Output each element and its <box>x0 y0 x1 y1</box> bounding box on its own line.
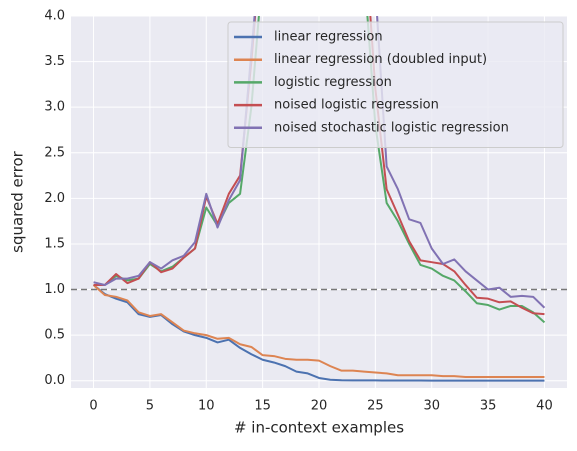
legend-label: linear regression <box>274 30 383 45</box>
legend-label: noised logistic regression <box>274 98 439 113</box>
y-tick-label: 3.5 <box>44 54 65 69</box>
legend: linear regression linear regression (doub… <box>227 21 564 148</box>
x-tick-label: 40 <box>536 399 553 414</box>
y-tick-label: 1.5 <box>44 236 65 251</box>
y-tick-label: 2.0 <box>44 191 65 206</box>
x-tick-label: 25 <box>367 399 384 414</box>
legend-label: logistic regression <box>274 75 392 90</box>
series-line <box>92 284 545 379</box>
y-tick-label: 2.5 <box>44 145 65 160</box>
labels: 0.0 0.5 1.0 1.5 2.0 2.5 3.0 3.5 4.0 0 5 10 15 20 25 30 3… <box>44 9 552 414</box>
x-axis-label: # in-context examples <box>234 419 404 437</box>
x-tick-label: 10 <box>198 399 215 414</box>
x-tick-label: 35 <box>480 399 497 414</box>
y-tick-label: 4.0 <box>44 9 65 24</box>
y-tick-label: 0.0 <box>44 373 65 388</box>
legend-box <box>227 21 564 148</box>
series-line <box>93 16 546 309</box>
series-line <box>92 284 545 382</box>
y-axis-label: squared error <box>9 150 27 253</box>
series-line <box>93 16 546 324</box>
y-tick-label: 3.0 <box>44 100 65 115</box>
x-tick-label: 0 <box>89 399 97 414</box>
x-tick-label: 15 <box>254 399 271 414</box>
y-tick-label: 1.0 <box>44 282 65 297</box>
legend-label: noised stochastic logistic regression <box>274 120 509 135</box>
y-tick-label: 0.5 <box>44 328 65 343</box>
x-tick-label: 5 <box>146 399 154 414</box>
lines <box>71 16 567 382</box>
series-line <box>93 16 545 316</box>
x-tick-label: 20 <box>311 399 328 414</box>
x-tick-label: 30 <box>423 399 440 414</box>
legend-label: linear regression (doubled input) <box>274 52 487 67</box>
